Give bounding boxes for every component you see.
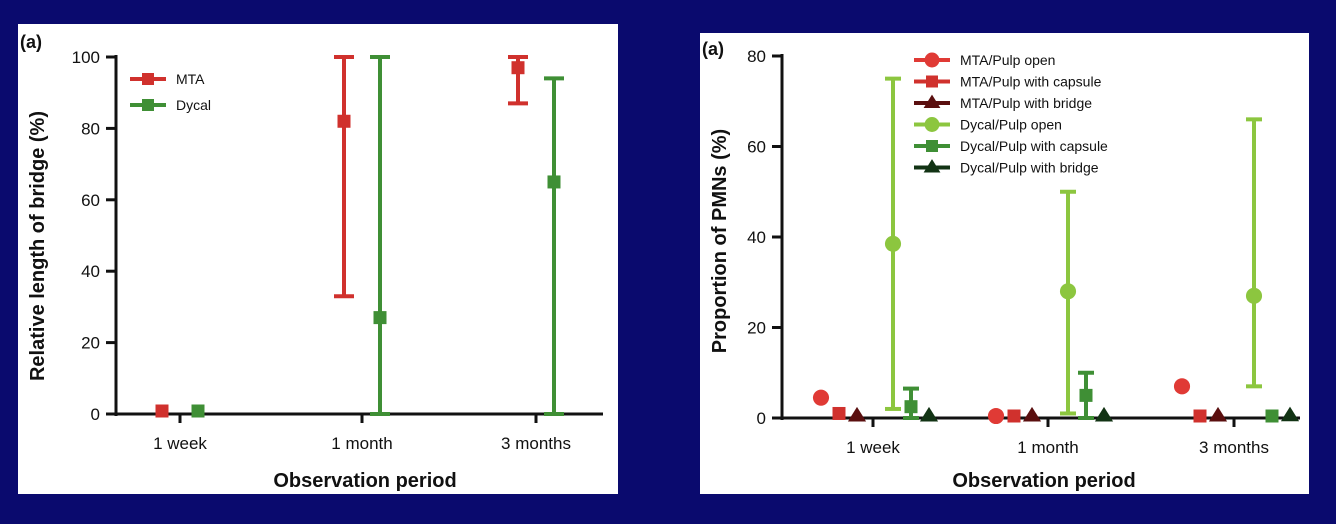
legend-marker	[142, 73, 154, 85]
right-chart: (a) Proportion of PMNs (%) Observation p…	[702, 39, 1300, 492]
x-tick-label: 1 month	[1017, 438, 1078, 457]
legend-label: Dycal	[176, 97, 211, 113]
legend-marker	[923, 159, 941, 173]
data-point	[511, 61, 525, 75]
legend-label: Dycal/Pulp open	[960, 117, 1062, 133]
y-tick-label: 20	[747, 319, 766, 338]
right-x-axis-title: Observation period	[952, 470, 1135, 492]
right-y-axis-title: Proportion of PMNs (%)	[709, 129, 731, 353]
left-chart: (a) Relative length of bridge (%) Observ…	[20, 32, 603, 492]
x-tick-label: 3 months	[1199, 438, 1269, 457]
x-tick-label: 1 week	[846, 438, 900, 457]
legend-label: Dycal/Pulp with capsule	[960, 138, 1108, 154]
x-tick-label: 3 months	[501, 434, 571, 453]
y-tick-label: 0	[757, 409, 766, 428]
legend-label: MTA/Pulp with bridge	[960, 95, 1092, 111]
legend-marker	[923, 94, 941, 109]
y-tick-label: 20	[81, 334, 100, 353]
data-point	[812, 389, 830, 406]
data-point	[1265, 409, 1279, 423]
left-panel-label: (a)	[20, 32, 42, 52]
x-tick-label: 1 month	[331, 434, 392, 453]
data-point	[155, 404, 169, 418]
legend-marker	[926, 140, 938, 152]
left-x-axis-title: Observation period	[273, 470, 456, 492]
legend-label: MTA	[176, 71, 205, 87]
y-tick-label: 60	[81, 191, 100, 210]
data-point	[337, 114, 351, 128]
y-tick-label: 80	[747, 47, 766, 66]
left-chart-panel: (a) Relative length of bridge (%) Observ…	[18, 24, 618, 494]
data-point	[832, 406, 846, 420]
x-tick-label: 1 week	[153, 434, 207, 453]
y-tick-label: 100	[72, 48, 100, 67]
data-point	[987, 407, 1005, 425]
legend-label: MTA/Pulp with capsule	[960, 74, 1102, 90]
legend-marker	[926, 75, 938, 88]
data-point	[919, 406, 939, 422]
data-point	[373, 311, 387, 325]
data-point	[1193, 409, 1207, 423]
y-tick-label: 0	[91, 405, 100, 424]
left-plot-area: 0 20 40 60 80 100 1 week 1 month 3 months MTA Dyca…	[72, 48, 603, 453]
right-chart-panel: (a) Proportion of PMNs (%) Observation p…	[700, 33, 1309, 494]
data-point	[1007, 409, 1021, 423]
data-point	[1059, 283, 1077, 300]
legend-marker	[924, 117, 940, 132]
data-point	[904, 400, 918, 414]
data-point	[1022, 406, 1042, 422]
data-point	[847, 406, 867, 422]
y-tick-label: 80	[81, 119, 100, 138]
data-point	[884, 235, 902, 252]
right-plot-area: 0 20 40 60 80 1 week 1 month 3 months MTA/Pulp o…	[747, 47, 1300, 457]
data-point	[1280, 406, 1300, 422]
data-point	[191, 404, 205, 418]
left-y-axis-title: Relative length of bridge (%)	[27, 111, 49, 381]
right-panel-label: (a)	[702, 39, 724, 59]
y-tick-label: 40	[747, 228, 766, 247]
data-point	[1208, 406, 1228, 422]
legend-marker	[924, 52, 940, 68]
data-point	[1094, 406, 1114, 422]
legend-label: Dycal/Pulp with bridge	[960, 160, 1099, 176]
data-point	[547, 175, 561, 189]
data-point	[1173, 378, 1191, 395]
legend-marker	[142, 99, 154, 111]
y-tick-label: 60	[747, 138, 766, 157]
y-tick-label: 40	[81, 262, 100, 281]
data-point	[1079, 388, 1093, 402]
data-point	[1245, 287, 1263, 304]
legend-label: MTA/Pulp open	[960, 52, 1055, 68]
